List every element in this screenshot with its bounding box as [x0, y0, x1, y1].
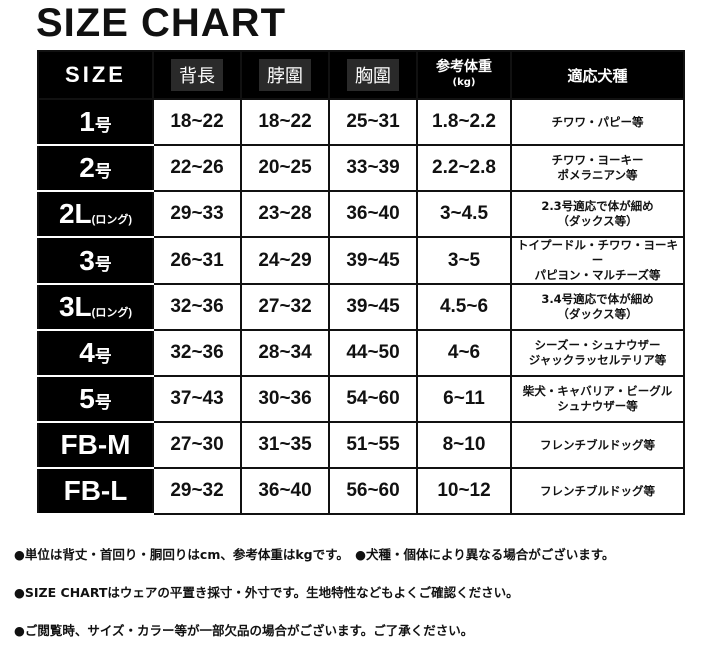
- header-back-length: 背長: [152, 50, 242, 100]
- back-length-cell: 32~36: [152, 283, 242, 331]
- header-size: SIZE: [37, 50, 154, 100]
- breed-cell: 3.4号適応で体が細め （ダックス等）: [510, 283, 685, 331]
- size-cell: 4号: [37, 329, 154, 377]
- header-breed: 適応犬種: [510, 50, 685, 100]
- weight-cell: 2.2~2.8: [416, 144, 512, 192]
- chest-cell: 51~55: [328, 421, 418, 469]
- back-length-cell: 29~33: [152, 190, 242, 238]
- header-chest: 胸圍: [328, 50, 418, 100]
- chest-cell: 56~60: [328, 467, 418, 515]
- breed-cell: 柴犬・キャバリア・ビーグル シュナウザー等: [510, 375, 685, 423]
- note: ●単位は背丈・首回り・胴回りはcm、参考体重はkgです。 ●犬種・個体により異な…: [14, 547, 615, 562]
- neck-cell: 23~28: [240, 190, 330, 238]
- table-row: 3L(ロング) 32~36 27~32 39~45 4.5~6 3.4号適応で体…: [37, 283, 685, 331]
- back-length-cell: 26~31: [152, 236, 242, 285]
- chest-cell: 39~45: [328, 283, 418, 331]
- breed-cell: チワワ・ヨーキー ポメラニアン等: [510, 144, 685, 192]
- note: ●SIZE CHARTはウェアの平置き採寸・外寸です。生地特性などもよくご確認く…: [14, 585, 519, 600]
- chest-cell: 44~50: [328, 329, 418, 377]
- table-row: 3号 26~31 24~29 39~45 3~5 トイプードル・チワワ・ヨーキー…: [37, 236, 685, 285]
- chest-cell: 54~60: [328, 375, 418, 423]
- table-row: 5号 37~43 30~36 54~60 6~11 柴犬・キャバリア・ビーグルシ…: [37, 375, 685, 423]
- back-length-cell: 22~26: [152, 144, 242, 192]
- table-row: 2号 22~26 20~25 33~39 2.2~2.8 チワワ・ヨーキー ポメラ…: [37, 144, 685, 192]
- weight-cell: 8~10: [416, 421, 512, 469]
- size-cell: 3L(ロング): [37, 283, 154, 331]
- header-row: SIZE 背長 脖圍 胸圍 参考体重 (kg) 適応犬種: [37, 50, 685, 100]
- size-cell: FB-L: [37, 467, 154, 515]
- chest-cell: 39~45: [328, 236, 418, 285]
- size-cell: 2L(ロング): [37, 190, 154, 238]
- neck-cell: 28~34: [240, 329, 330, 377]
- neck-cell: 31~35: [240, 421, 330, 469]
- chest-cell: 25~31: [328, 98, 418, 146]
- breed-cell: チワワ・パピー等: [510, 98, 685, 146]
- table-row: FB-L 29~32 36~40 56~60 10~12 フレンチブルドッグ等: [37, 467, 685, 515]
- weight-cell: 4~6: [416, 329, 512, 377]
- back-length-cell: 29~32: [152, 467, 242, 515]
- chest-cell: 33~39: [328, 144, 418, 192]
- chest-cell: 36~40: [328, 190, 418, 238]
- page-title: SIZE CHART: [36, 1, 286, 45]
- size-cell: 3号: [37, 236, 154, 285]
- weight-cell: 3~5: [416, 236, 512, 285]
- neck-cell: 18~22: [240, 98, 330, 146]
- back-length-cell: 27~30: [152, 421, 242, 469]
- size-cell: FB-M: [37, 421, 154, 469]
- table-row: FB-M 27~30 31~35 51~55 8~10 フレンチブルドッグ等: [37, 421, 685, 469]
- neck-cell: 36~40: [240, 467, 330, 515]
- breed-cell: トイプードル・チワワ・ヨーキー パピヨン・マルチーズ等: [510, 236, 685, 285]
- breed-cell: フレンチブルドッグ等: [510, 467, 685, 515]
- weight-cell: 6~11: [416, 375, 512, 423]
- table-row: 2L(ロング) 29~33 23~28 36~40 3~4.5 2.3号適応で体…: [37, 190, 685, 238]
- notes: ●単位は背丈・首回り・胴回りはcm、参考体重はkgです。 ●犬種・個体により異な…: [14, 526, 615, 659]
- table-row: 4号 32~36 28~34 44~50 4~6 シーズー・シュナウザー ジャック…: [37, 329, 685, 377]
- header-weight: 参考体重 (kg): [416, 50, 512, 100]
- breed-cell: シーズー・シュナウザー ジャックラッセルテリア等: [510, 329, 685, 377]
- neck-cell: 24~29: [240, 236, 330, 285]
- neck-cell: 27~32: [240, 283, 330, 331]
- breed-cell: フレンチブルドッグ等: [510, 421, 685, 469]
- weight-cell: 1.8~2.2: [416, 98, 512, 146]
- size-cell: 1号: [37, 98, 154, 146]
- weight-cell: 4.5~6: [416, 283, 512, 331]
- back-length-cell: 18~22: [152, 98, 242, 146]
- weight-cell: 10~12: [416, 467, 512, 515]
- neck-cell: 20~25: [240, 144, 330, 192]
- size-cell: 5号: [37, 375, 154, 423]
- neck-cell: 30~36: [240, 375, 330, 423]
- size-chart-table: SIZE 背長 脖圍 胸圍 参考体重 (kg) 適応犬種 1号 18~22 18~…: [37, 50, 685, 515]
- back-length-cell: 32~36: [152, 329, 242, 377]
- back-length-cell: 37~43: [152, 375, 242, 423]
- breed-cell: 2.3号適応で体が細め （ダックス等）: [510, 190, 685, 238]
- size-cell: 2号: [37, 144, 154, 192]
- header-neck: 脖圍: [240, 50, 330, 100]
- table-row: 1号 18~22 18~22 25~31 1.8~2.2 チワワ・パピー等: [37, 98, 685, 146]
- weight-cell: 3~4.5: [416, 190, 512, 238]
- note: ●ご閲覧時、サイズ・カラー等が一部欠品の場合がございます。ご了承ください。: [14, 623, 474, 638]
